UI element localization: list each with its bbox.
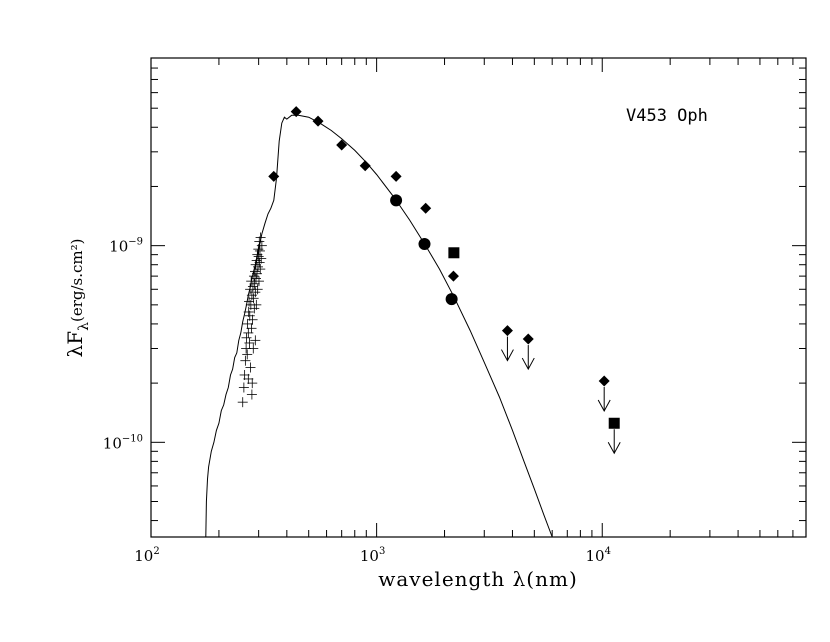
circle-point: [418, 237, 431, 250]
plus-point: [249, 266, 260, 277]
plus-point: [256, 240, 267, 251]
plus-point: [254, 245, 265, 256]
x-tick-label: 104: [586, 546, 611, 565]
plus-point: [250, 335, 261, 346]
plus-point: [247, 314, 258, 325]
plus-point: [253, 251, 264, 262]
y-axis-title: λFλ(erg/s.cm²): [63, 239, 92, 358]
x-tick-label-exp: 2: [153, 546, 159, 557]
diamond-upper-limit-point: [598, 375, 610, 387]
plus-point: [237, 397, 248, 408]
diamond-point: [447, 270, 459, 282]
upper-limit-head: [500, 349, 514, 362]
upper-limit-head: [607, 442, 621, 455]
plus-point: [254, 236, 265, 247]
x-tick-labels: 102 103 104: [134, 546, 611, 565]
upper-limit-arrow: [597, 387, 611, 413]
y-axis-title-unit: (erg/s.cm²): [68, 239, 86, 323]
model-spectrum: [205, 114, 553, 538]
y-axis-title-main: λF: [63, 331, 87, 358]
upper-limit-arrow: [607, 429, 621, 455]
star-annotation: V453 Oph: [626, 106, 708, 126]
plus-point: [246, 323, 257, 334]
square-point: [448, 247, 460, 259]
circle-point: [390, 194, 403, 207]
plus-point: [240, 355, 251, 366]
plus-point: [254, 257, 265, 268]
plus-point: [250, 287, 261, 298]
diamond-upper-limit-point: [522, 333, 534, 345]
plus-point: [251, 255, 262, 266]
x-tick-label: 103: [360, 546, 385, 565]
x-tick-label-exp: 4: [605, 546, 611, 557]
plus-point: [247, 378, 258, 389]
plus-point: [250, 259, 261, 270]
plus-point: [253, 276, 264, 287]
circle-point: [445, 293, 458, 306]
diamond-point: [312, 115, 324, 127]
plus-point: [248, 293, 259, 304]
plot-frame: [150, 57, 807, 538]
x-tick-label-base: 10: [586, 547, 605, 565]
x-tick-label-exp: 3: [379, 546, 385, 557]
plus-point: [244, 310, 255, 321]
x-tick-label-base: 10: [134, 547, 153, 565]
diamond-point: [359, 160, 371, 172]
diamond-point: [336, 139, 348, 151]
y-tick-label: 10−10: [103, 433, 143, 452]
diamond-point: [268, 170, 280, 182]
diamond-point: [390, 170, 402, 182]
plus-point: [252, 261, 263, 272]
x-tick-label: 102: [134, 546, 159, 565]
upper-limit-arrow: [500, 336, 514, 362]
upper-limit-head: [597, 399, 611, 413]
plus-point: [252, 284, 263, 295]
plus-point: [243, 373, 254, 384]
plus-point: [256, 253, 267, 264]
plus-point: [251, 299, 262, 310]
upper-limit-arrow: [521, 345, 535, 371]
plus-point: [247, 281, 258, 292]
plus-point: [248, 271, 259, 282]
plus-point: [244, 337, 255, 348]
plus-point: [242, 349, 253, 360]
data-markers: [237, 106, 621, 455]
y-axis-title-sub: λ: [76, 322, 92, 331]
x-axis-title: wavelength λ(nm): [378, 567, 578, 591]
plus-point: [243, 306, 254, 317]
axis-ticks: [150, 58, 807, 537]
y-tick-label-exp: −10: [122, 433, 143, 444]
y-tick-label-base: 10: [109, 238, 128, 256]
diamond-upper-limit-point: [501, 325, 513, 337]
y-tick-label-exp: −9: [128, 237, 143, 248]
diamond-point: [290, 106, 302, 118]
plus-point: [238, 382, 249, 393]
plus-point: [246, 389, 257, 400]
plus-point: [248, 343, 259, 354]
plus-point: [245, 362, 256, 373]
diamond-point: [420, 202, 432, 214]
plus-point: [242, 318, 253, 329]
plus-point: [255, 232, 266, 243]
upper-limit-head: [521, 357, 535, 371]
x-tick-label-base: 10: [360, 547, 379, 565]
model-curve: [205, 114, 553, 538]
square-upper-limit-point: [608, 417, 620, 429]
plus-point: [241, 332, 252, 343]
y-tick-label: 10−9: [109, 237, 143, 256]
plus-point: [249, 278, 260, 289]
plus-point: [255, 264, 266, 275]
y-tick-label-base: 10: [103, 434, 122, 452]
